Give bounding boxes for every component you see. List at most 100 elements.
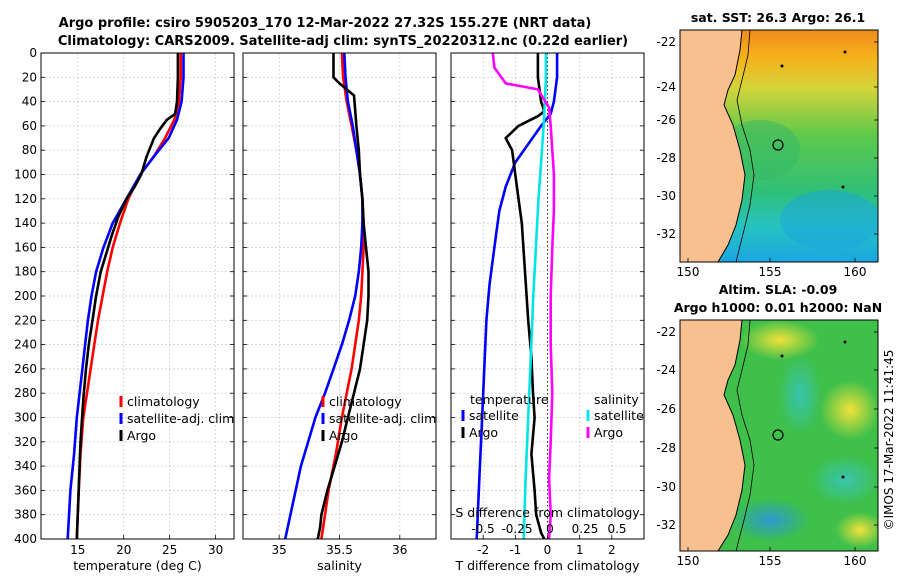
series-line-satellite-adj-clim — [66, 53, 185, 539]
series-group — [66, 53, 185, 539]
sla-map: Altim. SLA: -0.09 Argo h1000: 0.01 h2000… — [656, 282, 882, 568]
x-tick-label: 20 — [116, 543, 131, 557]
profile-panel-2: 35 35.5 36 salinity climatology satellite-adj… — [242, 52, 437, 573]
s-diff-tick-label: 0 — [546, 522, 554, 536]
x-tick-label: 25 — [162, 543, 177, 557]
series-line-argo — [75, 53, 180, 539]
island-dot — [841, 475, 845, 479]
y-tick-label: 200 — [14, 289, 37, 303]
sla-map-title-line2: Argo h1000: 0.01 h2000: NaN — [674, 300, 882, 315]
island-dot — [841, 185, 845, 189]
lat-tick-label: -28 — [656, 151, 676, 165]
lat-tick-label: -24 — [656, 80, 676, 94]
legend-label: satellite — [469, 408, 519, 423]
island-dot — [780, 64, 784, 68]
x-axis-label: salinity — [317, 558, 362, 573]
y-tick-label: 140 — [14, 216, 37, 230]
legend-label: satellite-adj. clim — [329, 411, 436, 426]
lat-tick-label: -26 — [656, 402, 676, 416]
coastline — [717, 320, 746, 551]
y-tick-label: 380 — [14, 508, 37, 522]
x-tick-label: 15 — [70, 543, 85, 557]
y-tick-label: 360 — [14, 483, 37, 497]
series-line-temperature-argo — [504, 53, 546, 539]
sla-map-title-line1: Altim. SLA: -0.09 — [719, 282, 838, 297]
y-tick-label: 60 — [22, 119, 37, 133]
x-tick-label: 0 — [544, 543, 552, 557]
legend-title-temperature: temperature — [470, 392, 549, 407]
lat-tick-label: -28 — [656, 441, 676, 455]
y-tick-label: 220 — [14, 313, 37, 327]
profile-panel-1: 0 20 40 60 80 100 120 140 160 180 200 220 240 260 280 3… — [14, 46, 235, 573]
sla-anomaly — [810, 455, 878, 505]
lon-tick-label: 150 — [677, 265, 700, 279]
legend-label: climatology — [127, 394, 200, 409]
y-tick-label: 280 — [14, 386, 37, 400]
island-dot — [780, 354, 784, 358]
argo-position-marker — [772, 429, 784, 441]
legend-label: Argo — [469, 425, 498, 440]
sst-map-title: sat. SST: 26.3 Argo: 26.1 — [691, 10, 865, 25]
lon-tick-label: 150 — [677, 554, 700, 568]
y-tick-label: 20 — [22, 70, 37, 84]
figure-title-line1: Argo profile: csiro 5905203_170 12-Mar-2… — [59, 16, 592, 31]
lat-tick-label: -22 — [656, 325, 676, 339]
x-axis-label: T difference from climatology — [454, 558, 640, 573]
lat-tick-label: -30 — [656, 480, 676, 494]
x-tick-label: 30 — [208, 543, 223, 557]
y-tick-label: 120 — [14, 192, 37, 206]
x-tick-label: 35 — [272, 543, 287, 557]
island-dot — [843, 340, 847, 344]
y-tick-label: 320 — [14, 435, 37, 449]
lon-tick-label: 155 — [759, 265, 782, 279]
x-tick-label: -2 — [477, 543, 489, 557]
coastline — [717, 30, 746, 262]
argo-position-marker — [772, 139, 784, 151]
sla-anomaly — [835, 512, 878, 548]
lon-tick-label: 160 — [844, 265, 867, 279]
y-tick-label: 260 — [14, 362, 37, 376]
s-diff-tick-label: 0.5 — [607, 522, 626, 536]
series-group — [475, 53, 559, 539]
sst-map-frame — [679, 29, 879, 263]
isobath-contour — [735, 320, 755, 551]
legend-label: Argo — [594, 425, 623, 440]
lon-tick-label: 160 — [844, 554, 867, 568]
lat-tick-label: -32 — [656, 227, 676, 241]
y-tick-label: 80 — [22, 143, 37, 157]
series-line-salinity-satellite — [522, 53, 548, 539]
x-tick-label: -1 — [509, 543, 521, 557]
sla-anomaly — [820, 380, 878, 440]
legend-label: satellite — [594, 408, 644, 423]
sla-anomaly — [730, 498, 810, 542]
legend-label: Argo — [127, 428, 156, 443]
lon-tick-label: 155 — [759, 554, 782, 568]
legend-label: Argo — [329, 428, 358, 443]
imos-timestamp: ©IMOS 17-Mar-2022 11:41:45 — [882, 350, 896, 531]
s-diff-tick-label: 0.25 — [572, 522, 599, 536]
lat-tick-label: -22 — [656, 35, 676, 49]
legend-label: satellite-adj. clim — [127, 411, 234, 426]
y-tick-label: 0 — [29, 46, 37, 60]
series-line-argo — [316, 53, 370, 539]
lat-tick-label: -30 — [656, 189, 676, 203]
s-diff-tick-label: -0.25 — [501, 522, 532, 536]
sst-map: sat. SST: 26.3 Argo: 26.1 -22 -24 -26 -28 -3… — [656, 10, 879, 279]
sla-map-frame — [679, 319, 879, 552]
island-dot — [843, 50, 847, 54]
x-tick-label: 2 — [608, 543, 616, 557]
y-tick-label: 340 — [14, 459, 37, 473]
sla-anomaly — [740, 320, 820, 360]
x-tick-label: 1 — [576, 543, 584, 557]
s-diff-axis-label: S difference from climatology — [455, 505, 640, 520]
y-tick-label: 160 — [14, 240, 37, 254]
y-tick-label: 300 — [14, 411, 37, 425]
series-line-salinity-argo — [491, 53, 556, 539]
figure-title-line2: Climatology: CARS2009. Satellite-adj cli… — [58, 34, 628, 49]
legend-label: climatology — [329, 394, 402, 409]
y-tick-label: 100 — [14, 168, 37, 182]
isobath-contour — [735, 30, 755, 262]
y-tick-label: 240 — [14, 338, 37, 352]
legend-title-salinity: salinity — [594, 392, 639, 407]
